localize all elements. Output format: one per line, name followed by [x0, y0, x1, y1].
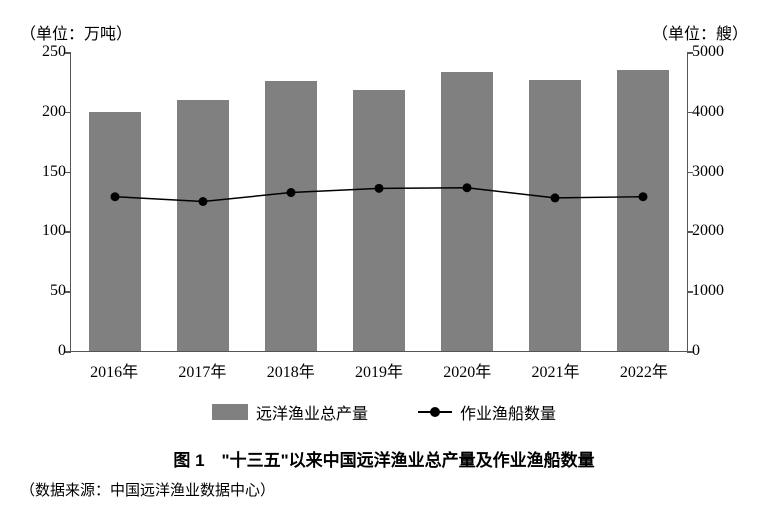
y-right-tick: 2000: [692, 222, 742, 240]
x-axis-labels: 2016年2017年2018年2019年2020年2021年2022年: [70, 358, 688, 382]
legend-line: 作业渔船数量: [418, 400, 556, 424]
x-label: 2022年: [600, 358, 688, 382]
line-swatch-icon: [418, 411, 452, 413]
plot-area: 050100150200250 010002000300040005000: [70, 52, 688, 352]
y-left-tick: 150: [26, 163, 66, 181]
legend-line-label: 作业渔船数量: [460, 400, 556, 424]
x-label: 2020年: [423, 358, 511, 382]
bar-slot: [423, 52, 511, 351]
tick-mark: [65, 52, 71, 54]
chart-container: （单位：万吨） （单位：艘） 050100150200250 010002000…: [20, 20, 748, 500]
legend-bar: 远洋渔业总产量: [212, 400, 368, 424]
bar: [441, 72, 494, 351]
y-left-tick: 100: [26, 222, 66, 240]
bar: [89, 112, 142, 351]
bar-slot: [159, 52, 247, 351]
tick-mark: [687, 112, 693, 114]
y-left-tick: 0: [26, 342, 66, 360]
y-right-tick: 1000: [692, 282, 742, 300]
bar: [265, 81, 318, 351]
bar-swatch-icon: [212, 404, 248, 420]
x-label: 2017年: [158, 358, 246, 382]
tick-mark: [65, 231, 71, 233]
x-label: 2018年: [247, 358, 335, 382]
data-source: （数据来源：中国远洋渔业数据中心）: [20, 479, 748, 500]
bar-slot: [335, 52, 423, 351]
bar-slot: [599, 52, 687, 351]
tick-mark: [687, 351, 693, 353]
y-left-axis: 050100150200250: [26, 52, 66, 351]
y-left-tick: 250: [26, 43, 66, 61]
tick-mark: [65, 172, 71, 174]
y-right-tick: 5000: [692, 43, 742, 61]
bar: [617, 70, 670, 351]
y-left-tick: 50: [26, 282, 66, 300]
tick-mark: [687, 52, 693, 54]
legend: 远洋渔业总产量 作业渔船数量: [20, 400, 748, 424]
tick-mark: [687, 231, 693, 233]
y-right-tick: 0: [692, 342, 742, 360]
bar: [529, 80, 582, 351]
y-right-tick: 4000: [692, 103, 742, 121]
left-unit-label: （单位：万吨）: [20, 20, 132, 44]
y-left-tick: 200: [26, 103, 66, 121]
x-label: 2016年: [70, 358, 158, 382]
tick-mark: [687, 172, 693, 174]
right-unit-label: （单位：艘）: [652, 20, 748, 44]
bar: [177, 100, 230, 351]
tick-mark: [65, 351, 71, 353]
figure-caption: 图 1 "十三五"以来中国远洋渔业总产量及作业渔船数量: [20, 446, 748, 471]
y-right-tick: 3000: [692, 163, 742, 181]
x-label: 2019年: [335, 358, 423, 382]
bar-slot: [511, 52, 599, 351]
tick-mark: [687, 291, 693, 293]
legend-bar-label: 远洋渔业总产量: [256, 400, 368, 424]
tick-mark: [65, 112, 71, 114]
bar-slot: [247, 52, 335, 351]
tick-mark: [65, 291, 71, 293]
units-row: （单位：万吨） （单位：艘）: [20, 20, 748, 44]
bar-slot: [71, 52, 159, 351]
bars-layer: [71, 52, 687, 351]
x-label: 2021年: [511, 358, 599, 382]
y-right-axis: 010002000300040005000: [692, 52, 742, 351]
bar: [353, 90, 406, 351]
